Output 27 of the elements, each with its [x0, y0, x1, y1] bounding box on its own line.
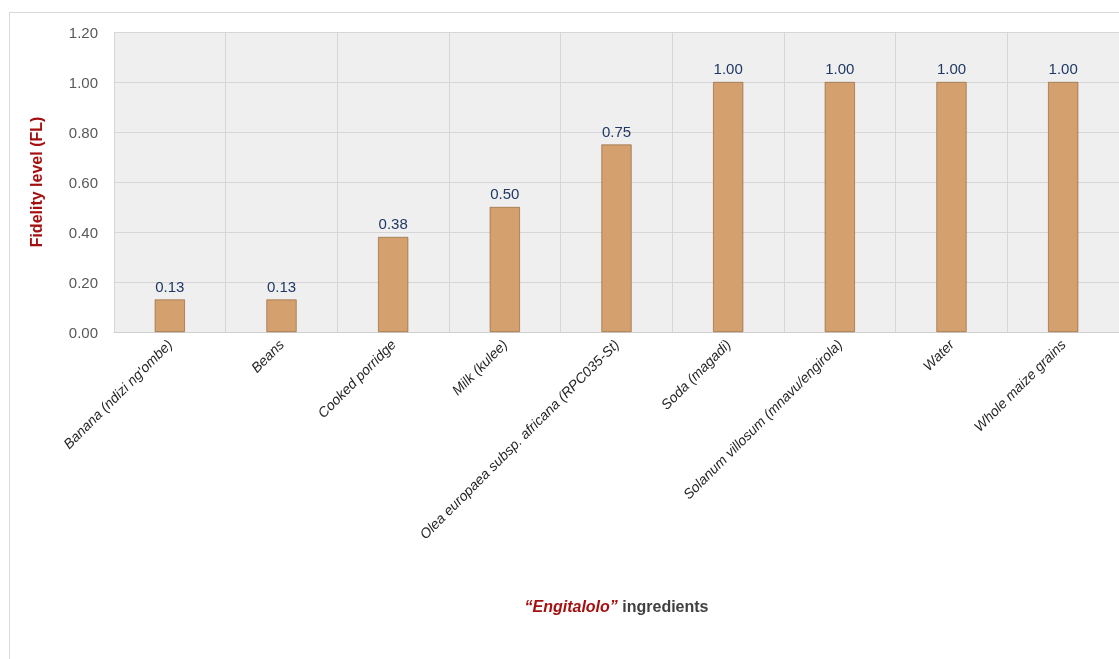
y-tick-label: 0.40: [68, 223, 98, 241]
bar: [601, 144, 632, 332]
y-axis-title: Fidelity level (FL): [27, 116, 45, 248]
data-label: 0.13: [266, 277, 297, 295]
data-label: 0.38: [378, 215, 408, 232]
data-label: 1.00: [1048, 60, 1078, 77]
y-tick-label: 0.20: [68, 273, 98, 291]
bar: [266, 299, 297, 332]
y-tick-label: 1.20: [68, 23, 98, 41]
data-label: 1.00: [825, 60, 855, 77]
bar: [713, 82, 744, 332]
bar: [489, 207, 520, 332]
bar: [378, 237, 409, 332]
data-label: 0.50: [490, 185, 520, 202]
y-tick-label: 0.80: [68, 123, 98, 141]
data-label: 0.13: [155, 277, 185, 295]
bar: [154, 299, 185, 332]
bar: [1048, 82, 1079, 332]
data-label: 1.00: [713, 60, 743, 77]
data-label: 0.75: [601, 122, 632, 140]
y-tick-label: 1.00: [68, 73, 98, 91]
y-tick-label: 0.60: [68, 173, 98, 191]
x-axis-title: “Engitalolo” ingredients: [524, 597, 709, 615]
bar: [824, 82, 855, 332]
bar: [936, 82, 967, 332]
data-label: 1.00: [936, 60, 967, 77]
y-tick-label: 0.00: [68, 323, 98, 341]
